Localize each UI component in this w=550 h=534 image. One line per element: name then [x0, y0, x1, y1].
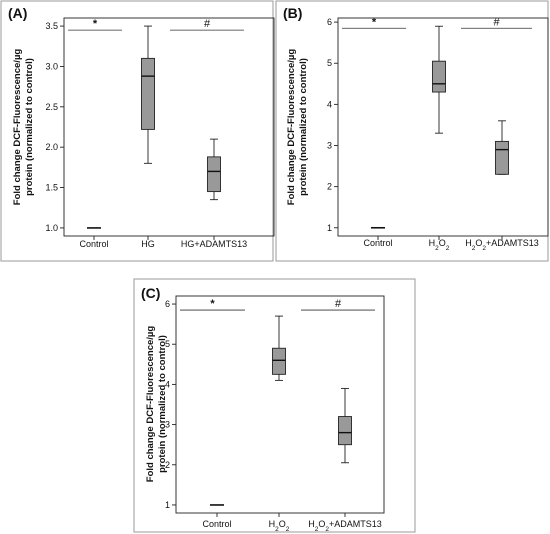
y-tick-label: 3.5 [45, 21, 58, 31]
significance-marker: # [204, 18, 211, 30]
panel-label: (A) [8, 5, 27, 21]
y-tick-label: 3 [165, 420, 170, 430]
category-label: Control [363, 238, 392, 248]
panel-c: (C) 1 2 3 4 5 6 Fold change DCF-Fluorescence/µg… [133, 278, 416, 533]
significance-marker: * [372, 16, 377, 28]
y-tick-label: 1 [327, 223, 332, 233]
panel-border [0, 0, 274, 262]
box-body [495, 140, 509, 175]
y-tick-label: 3.0 [45, 61, 58, 71]
y-tick-label: 2 [165, 460, 170, 470]
significance-marker: # [493, 16, 500, 28]
significance-marker: # [335, 298, 342, 310]
box-body [432, 60, 446, 93]
y-tick-label: 5 [165, 339, 170, 349]
panel-border [275, 0, 549, 262]
y-tick-label: 4 [327, 99, 332, 109]
box-body [141, 57, 155, 130]
y-tick-label: 2.0 [45, 142, 58, 152]
category-label: HG [141, 239, 155, 249]
category-label: H2O2+ADAMTS13 [465, 238, 539, 252]
significance-marker: * [93, 18, 98, 30]
panel-b: (B) 1 2 3 4 5 6 Fold change DCF-Fluorescence/µg… [275, 0, 549, 262]
box-body [338, 416, 352, 446]
box-body [272, 347, 286, 375]
panel-border [133, 278, 416, 533]
panel-label: (C) [141, 285, 160, 301]
box-body [207, 156, 221, 193]
category-label: H2O2+ADAMTS13 [308, 519, 382, 533]
significance-marker: * [210, 298, 215, 310]
category-label: H2O2 [429, 238, 450, 252]
y-axis-label: Fold change DCF-Fluorescence/µgprotein (… [145, 326, 168, 483]
category-label: H2O2 [269, 519, 290, 533]
y-tick-label: 1.0 [45, 223, 58, 233]
y-axis-label: Fold change DCF-Fluorescence/µgprotein (… [286, 49, 309, 206]
y-tick-label: 1 [165, 500, 170, 510]
category-label: HG+ADAMTS13 [181, 239, 247, 249]
y-tick-label: 5 [327, 58, 332, 68]
y-tick-label: 2.5 [45, 102, 58, 112]
category-label: Control [202, 519, 231, 529]
y-tick-label: 6 [327, 17, 332, 27]
y-tick-label: 4 [165, 379, 170, 389]
panel-a: (A) 1.0 1.5 2.0 2.5 3.0 3.5 Fold change DCF-Flu… [0, 0, 275, 262]
category-label: Control [79, 239, 108, 249]
plot-frame [337, 17, 549, 237]
y-tick-label: 6 [165, 299, 170, 309]
y-tick-label: 1.5 [45, 183, 58, 193]
y-tick-label: 3 [327, 141, 332, 151]
plot-frame [175, 295, 385, 514]
panel-label: (B) [283, 5, 302, 21]
y-axis-label: Fold change DCF-Fluorescence/µgprotein (… [12, 49, 35, 206]
plot-frame [63, 17, 275, 237]
y-tick-label: 2 [327, 182, 332, 192]
